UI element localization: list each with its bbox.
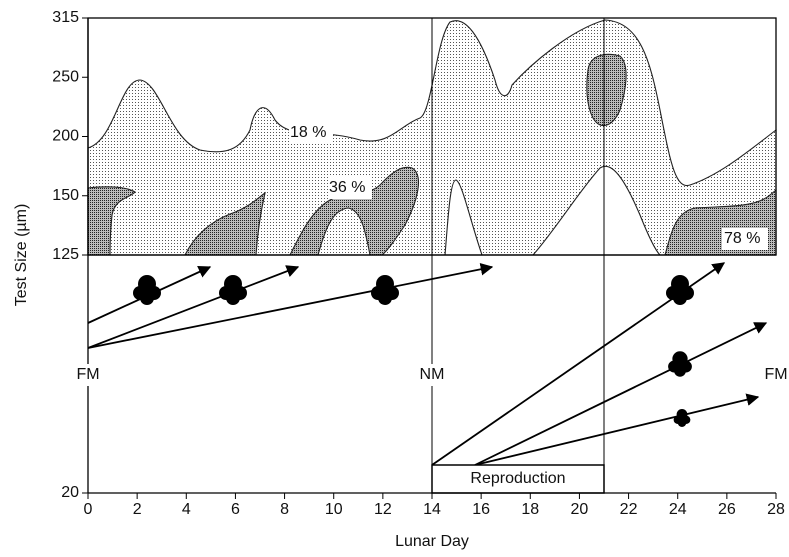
y-tick-label: 125 [52, 246, 79, 263]
annotation: Reproduction [470, 470, 565, 487]
x-tick-label: 18 [521, 501, 539, 518]
x-tick-label: 14 [423, 501, 441, 518]
phase-label: FM [764, 366, 787, 383]
x-tick-label: 10 [325, 501, 343, 518]
label-bg [722, 228, 768, 250]
x-tick-label: 0 [84, 501, 93, 518]
y-tick-label: 200 [52, 128, 79, 145]
label-bg [74, 364, 102, 386]
contour-label: 78 % [724, 230, 760, 247]
y-tick-label: 20 [61, 484, 79, 501]
label-bg [762, 364, 789, 386]
x-tick-label: 22 [620, 501, 638, 518]
y-tick-label: 150 [52, 187, 79, 204]
y-tick-label: 250 [52, 68, 79, 85]
x-tick-label: 26 [718, 501, 736, 518]
contour-label: 18 % [290, 124, 326, 141]
label-bg [418, 364, 446, 386]
phase-label: NM [420, 366, 445, 383]
x-tick-label: 8 [280, 501, 289, 518]
reproduction-box [431, 464, 605, 494]
x-tick-label: 24 [669, 501, 687, 518]
x-tick-label: 2 [133, 501, 142, 518]
x-axis-title: Lunar Day [395, 533, 469, 550]
y-tick-label: 315 [52, 9, 79, 26]
x-tick-label: 12 [374, 501, 392, 518]
label-bg [328, 177, 372, 199]
x-tick-label: 16 [472, 501, 490, 518]
label-bg [289, 122, 333, 144]
phase-label: FM [76, 366, 99, 383]
contour-label: 36 % [329, 179, 365, 196]
x-tick-label: 6 [231, 501, 240, 518]
x-tick-label: 20 [571, 501, 589, 518]
x-tick-label: 28 [767, 501, 785, 518]
y-axis-title: Test Size (µm) [13, 204, 30, 307]
x-tick-label: 4 [182, 501, 191, 518]
